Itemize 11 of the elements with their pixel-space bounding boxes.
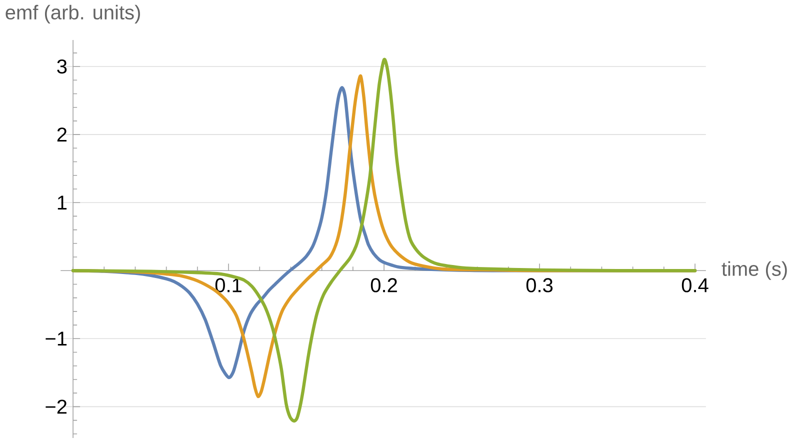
y-tick-label: 1 (58, 196, 67, 210)
y-tick-label: −2 (46, 400, 67, 414)
y-tick-label: 2 (57, 128, 67, 142)
x-tick-label: 0.1 (215, 278, 242, 292)
x-axis-title: time (s) (722, 261, 787, 280)
y-tick-label: −1 (46, 332, 67, 346)
y-axis-title: emf (arb. units) (6, 4, 140, 24)
x-tick-label: 0.3 (526, 278, 553, 292)
x-tick-label: 0.4 (682, 278, 708, 292)
x-tick-label: 0.2 (370, 278, 397, 292)
y-tick-label: 3 (57, 59, 67, 74)
